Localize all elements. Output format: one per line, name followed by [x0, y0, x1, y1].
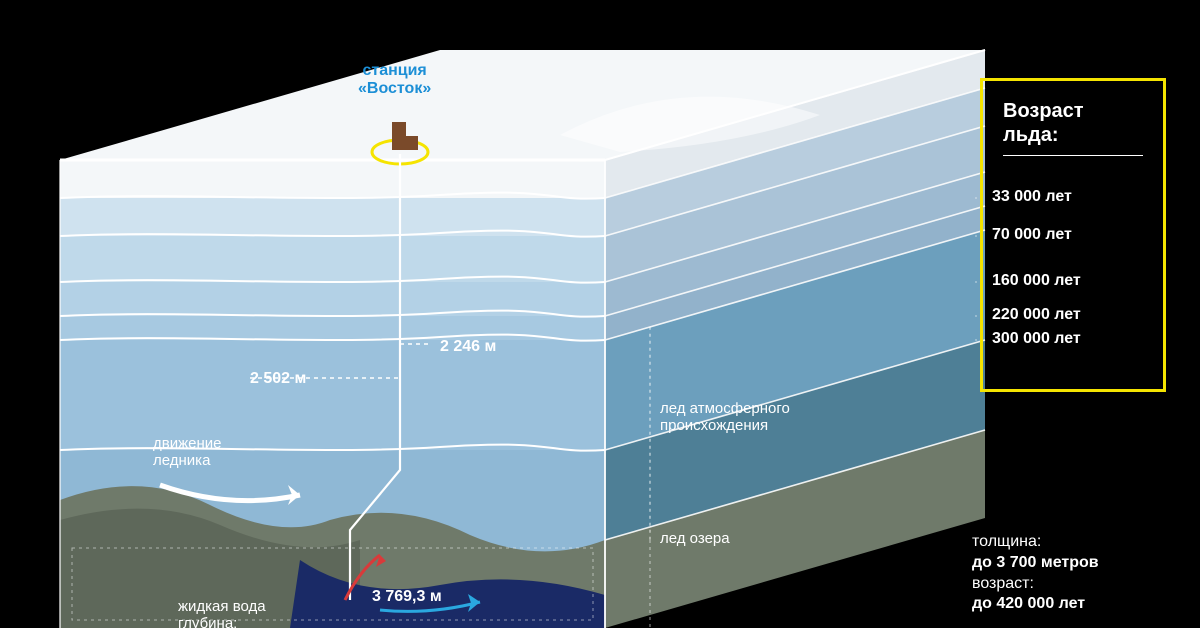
depth-label: 2 502 м — [250, 370, 306, 388]
front-layer — [60, 340, 605, 450]
front-layer — [60, 236, 605, 282]
age-label: 300 000 лет — [992, 330, 1081, 348]
info-line: возраст: — [972, 574, 1099, 595]
depth-label: 3 769,3 м — [372, 588, 442, 606]
thickness-age-info: толщина:до 3 700 метроввозраст:до 420 00… — [972, 532, 1099, 615]
front-layer — [60, 316, 605, 340]
glacier-motion-label: движение ледника — [153, 435, 221, 469]
age-label: 70 000 лет — [992, 226, 1072, 244]
depth-label: 2 246 м — [440, 338, 496, 356]
info-line: толщина: — [972, 532, 1099, 553]
info-line: до 420 000 лет — [972, 594, 1099, 615]
liquid-water-label: жидкая вода глубина: — [178, 598, 266, 628]
side-region-label: лед атмосферного происхождения — [660, 400, 790, 434]
legend-title: Возраст льда: — [1003, 99, 1143, 147]
info-line: до 3 700 метров — [972, 553, 1099, 574]
side-region-label: лед озера — [660, 530, 730, 547]
age-label: 33 000 лет — [992, 188, 1072, 206]
legend-rule — [1003, 155, 1143, 156]
station-vostok-label: станция«Восток» — [358, 62, 431, 99]
age-label: 160 000 лет — [992, 272, 1081, 290]
age-label: 220 000 лет — [992, 306, 1081, 324]
